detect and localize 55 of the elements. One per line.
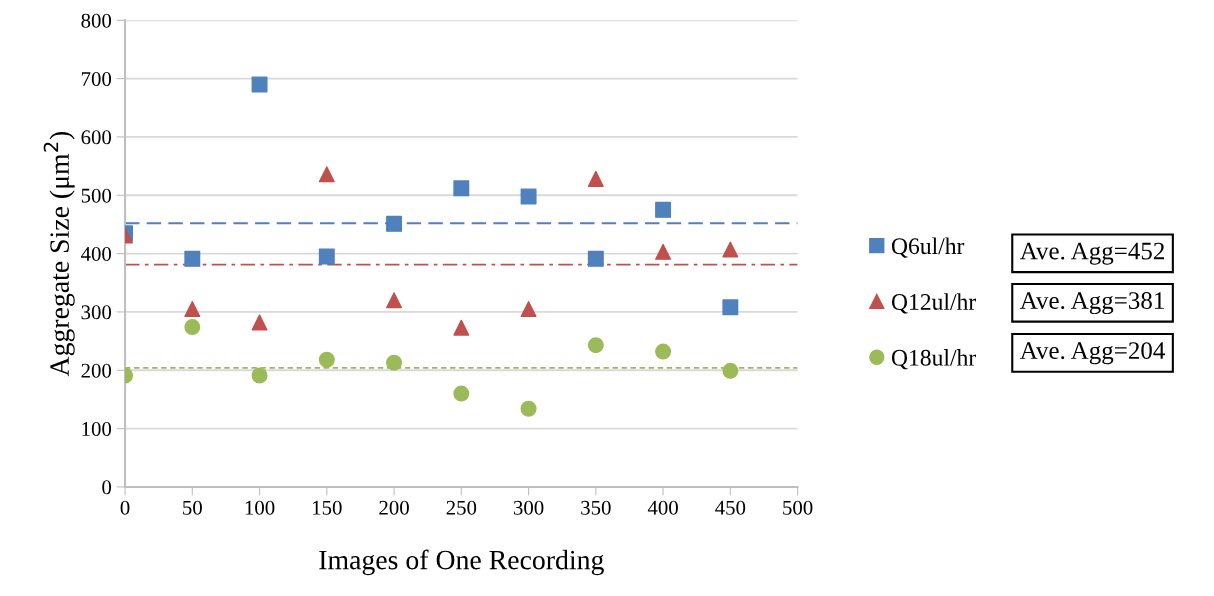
x-tick-label: 50	[183, 500, 202, 515]
text: Ave. Agg=204	[1020, 342, 1165, 365]
point	[386, 292, 403, 309]
point	[386, 215, 403, 232]
x-tick-label: 250	[446, 500, 477, 515]
point	[184, 319, 201, 336]
point	[587, 250, 604, 267]
legend-label: Q6ul/hr	[891, 237, 965, 258]
text: Ave. Agg=381	[1020, 292, 1164, 315]
point	[655, 243, 672, 260]
x-tick-label: 0	[120, 500, 130, 515]
y-tick-label: 400	[81, 246, 112, 262]
point	[318, 166, 335, 183]
point	[453, 385, 470, 402]
point	[655, 343, 672, 360]
point	[453, 319, 470, 336]
y-tick-label: 700	[81, 71, 112, 87]
y-tick-label: 0	[102, 480, 112, 495]
text: Ave. Agg=452	[1020, 242, 1164, 265]
point	[251, 76, 268, 93]
point	[251, 314, 268, 331]
x-tick-label: 150	[313, 500, 342, 515]
point	[722, 241, 739, 258]
y-tick-label: 200	[81, 363, 112, 378]
y-tick-label: 300	[81, 305, 112, 320]
x-tick-label: 450	[715, 500, 746, 515]
point	[386, 354, 403, 371]
point	[453, 180, 470, 197]
point	[722, 299, 739, 316]
point	[587, 337, 604, 354]
x-axis-title: Images of One Recording	[319, 549, 604, 576]
y-tick-label: 800	[81, 13, 112, 28]
legend-label: Q18ul/hr	[891, 349, 976, 370]
y-tick-label: 100	[82, 421, 112, 437]
y-tick-label: 600	[81, 130, 112, 145]
x-tick-label: 500	[783, 500, 813, 515]
x-tick-label: 200	[379, 500, 409, 515]
point	[184, 301, 201, 317]
x-tick-label: 350	[581, 500, 611, 515]
x-tick-label: 100	[245, 500, 275, 515]
point	[251, 367, 268, 384]
legend-label: Q12ul/hr	[891, 293, 976, 314]
point	[722, 362, 739, 379]
x-tick-label: 300	[513, 500, 544, 515]
point	[587, 170, 604, 187]
y-axis-title: Aggregate Size (μm$^{2}$)	[43, 131, 75, 377]
point	[184, 250, 201, 267]
point	[520, 400, 537, 417]
y-tick-label: 500	[81, 188, 112, 203]
point	[520, 188, 537, 205]
point	[655, 201, 672, 218]
point	[520, 301, 537, 317]
x-tick-label: 400	[647, 500, 678, 515]
point	[318, 351, 335, 368]
point	[318, 248, 335, 265]
